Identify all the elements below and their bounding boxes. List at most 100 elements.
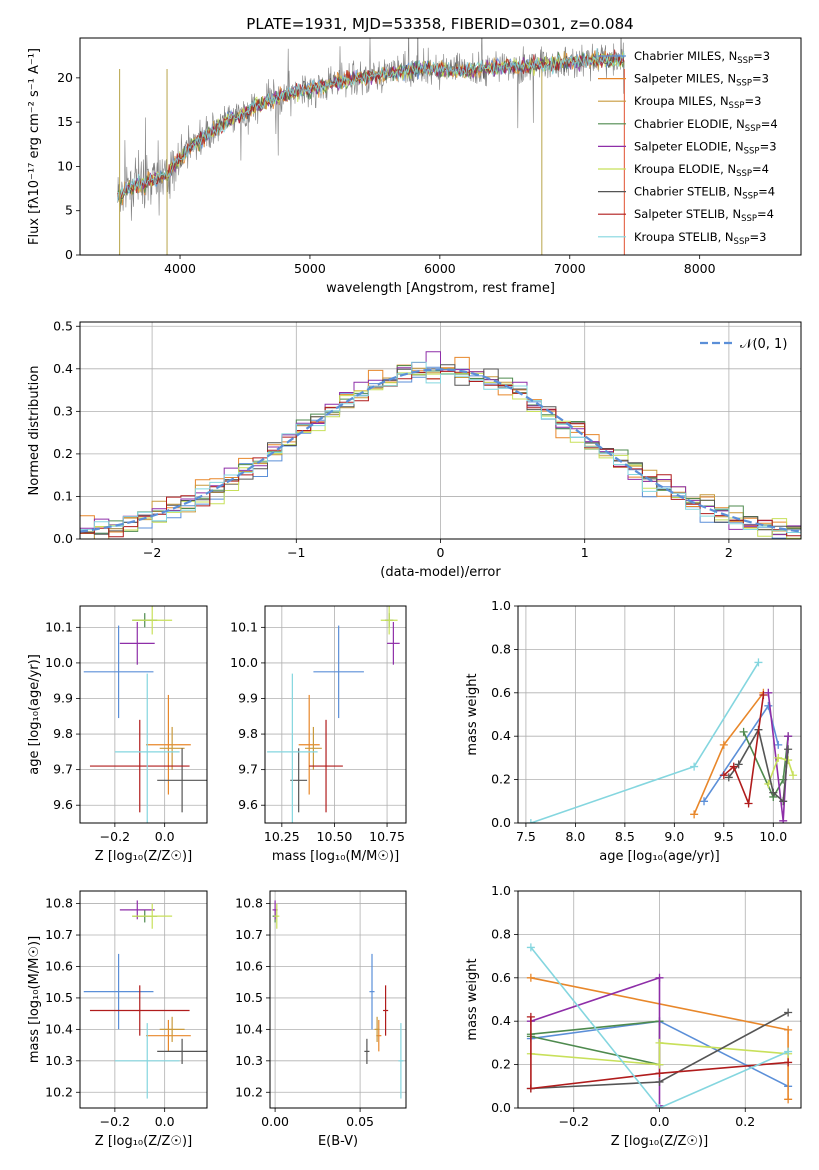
mass_vs_ebv-panel: 0.00 0.05 10.2 10.3 10.4 10.5 10.6 10.7 10.8 E(B-… <box>235 890 407 1149</box>
y-tick-label: 1.0 <box>491 598 511 613</box>
mass-weight-point <box>655 1038 664 1047</box>
legend-tail: =4 <box>757 207 774 221</box>
mass-weight-point <box>779 797 788 806</box>
y-tick-label: 10.5 <box>235 990 263 1005</box>
y-axis-label: age [log₁₀(age/yr)] <box>27 654 42 775</box>
y-tick-label: 0.6 <box>491 970 511 985</box>
mass-weight-point <box>784 1008 793 1017</box>
x-axis-label: Z [log₁₀(Z/Z☉)] <box>95 1134 192 1149</box>
age_vs_mass-panel: 10.25 10.50 10.75 9.6 9.7 9.8 9.9 10.0 10.1 mass … <box>230 605 407 864</box>
mass-weight-point <box>769 788 778 797</box>
mass-weight-line <box>723 694 765 807</box>
y-tick-label: 0.4 <box>491 728 511 743</box>
y-tick-label: 10.8 <box>235 896 263 911</box>
y-tick-label: 9.9 <box>238 690 258 705</box>
mass-weight-point <box>655 1077 664 1086</box>
mass-weight-point <box>784 1095 793 1104</box>
weight_vs_age-plot-area <box>526 658 798 823</box>
x-tick-label: 0 <box>437 545 445 560</box>
axes-frame <box>79 321 802 540</box>
mass-weight-point <box>526 1084 535 1093</box>
observed-spectrum-line <box>117 38 625 221</box>
mass_vs_Z-plot-area <box>83 900 207 1099</box>
legend-subscript: SSP <box>736 79 752 89</box>
x-tick-label: 2 <box>725 545 733 560</box>
axes-frame <box>264 605 407 824</box>
x-tick-label: 1 <box>581 545 589 560</box>
mass-weight-line <box>530 1042 789 1066</box>
y-tick-label: 10.8 <box>45 896 73 911</box>
weight_vs_Z-plot-area <box>526 943 793 1108</box>
x-tick-label: 7.5 <box>516 829 536 844</box>
mass_vs_ebv-plot-area <box>272 900 404 1099</box>
x-tick-label: 0.0 <box>155 1114 175 1129</box>
weight_vs_age-panel: 7.5 8.0 8.5 9.0 9.5 10.0 0.0 0.2 0.4 0.6 0.8 1.0 age… <box>465 598 802 864</box>
y-tick-label: 0.2 <box>53 446 73 461</box>
mass-weight-point <box>784 745 793 754</box>
residual-histogram <box>80 361 801 533</box>
x-tick-label: 9.0 <box>664 829 684 844</box>
mass-weight-point <box>764 688 773 697</box>
legend-entry: Chabrier ELODIE, NSSP=4 <box>634 117 778 134</box>
x-tick-label: 10.25 <box>264 829 300 844</box>
x-tick-label: 0.05 <box>346 1114 374 1129</box>
x-tick-label: 7000 <box>554 261 586 276</box>
mass-weight-point <box>784 1058 793 1067</box>
legend-subscript: SSP <box>741 214 757 224</box>
y-tick-label: 0.4 <box>53 361 73 376</box>
weight_vs_Z-panel: −0.2 0.0 0.2 0.0 0.2 0.4 0.6 0.8 1.0 Z [log₁₀(Z/Z… <box>465 883 802 1149</box>
mass-weight-point <box>655 1060 664 1069</box>
y-tick-label: 10.1 <box>230 619 258 634</box>
residuals-plot-area <box>80 351 801 539</box>
y-tick-label: 10.0 <box>45 655 73 670</box>
y-tick-label: 9.6 <box>238 797 258 812</box>
x-tick-label: 8.5 <box>615 829 635 844</box>
x-axis-label: Z [log₁₀(Z/Z☉)] <box>95 849 192 864</box>
axes-frame <box>517 605 802 824</box>
mass-weight-point <box>739 727 748 736</box>
y-tick-label: 10.0 <box>230 655 258 670</box>
legend-entry: Kroupa MILES, NSSP=3 <box>634 94 761 111</box>
y-tick-label: 0 <box>65 247 73 262</box>
legend-entry: Chabrier MILES, NSSP=3 <box>634 49 770 66</box>
y-tick-label: 0.2 <box>491 772 511 787</box>
y-tick-label: 9.9 <box>53 690 73 705</box>
legend-entry: Salpeter MILES, NSSP=3 <box>634 72 769 89</box>
x-axis-label: age [log₁₀(age/yr)] <box>599 849 720 864</box>
x-tick-label: −0.2 <box>100 1114 130 1129</box>
x-tick-label: 10.50 <box>317 829 353 844</box>
x-tick-label: 6000 <box>424 261 456 276</box>
mass-weight-point <box>764 701 773 710</box>
x-tick-label: −1 <box>287 545 305 560</box>
legend-subscript: SSP <box>737 56 753 66</box>
model-spectrum-line <box>117 48 625 202</box>
legend-subscript: SSP <box>734 237 750 247</box>
x-axis-label: Z [log₁₀(Z/Z☉)] <box>611 1134 708 1149</box>
y-axis-label: Flux [fλ10⁻¹⁷ erg cm⁻² s⁻¹ A⁻¹] <box>27 48 42 245</box>
y-tick-label: 10 <box>57 158 73 173</box>
mass-weight-point <box>784 732 793 741</box>
y-axis-label: mass weight <box>465 673 480 755</box>
y-tick-label: 10.1 <box>45 619 73 634</box>
y-tick-label: 0.1 <box>53 488 73 503</box>
x-tick-label: −0.2 <box>100 829 130 844</box>
legend-subscript: SSP <box>736 169 752 179</box>
y-tick-label: 10.2 <box>45 1084 73 1099</box>
mass-weight-point <box>789 771 798 780</box>
y-tick-label: 10.2 <box>235 1084 263 1099</box>
mass-weight-point <box>690 762 699 771</box>
mass-weight-point <box>744 799 753 808</box>
mass-weight-point <box>655 1104 664 1108</box>
mass-weight-point <box>754 658 763 667</box>
legend-subscript: SSP <box>744 146 760 156</box>
mass-weight-point <box>655 973 664 982</box>
y-tick-label: 5 <box>65 203 73 218</box>
x-tick-label: 8.0 <box>565 829 585 844</box>
mass-weight-point <box>774 740 783 749</box>
age_vs_mass-plot-area <box>267 606 400 823</box>
legend-entry: Chabrier STELIB, NSSP=4 <box>634 185 775 202</box>
y-tick-label: 10.3 <box>45 1053 73 1068</box>
legend-subscript: SSP <box>729 101 745 111</box>
mass-weight-point <box>526 973 535 982</box>
mass-weight-point <box>734 760 743 769</box>
